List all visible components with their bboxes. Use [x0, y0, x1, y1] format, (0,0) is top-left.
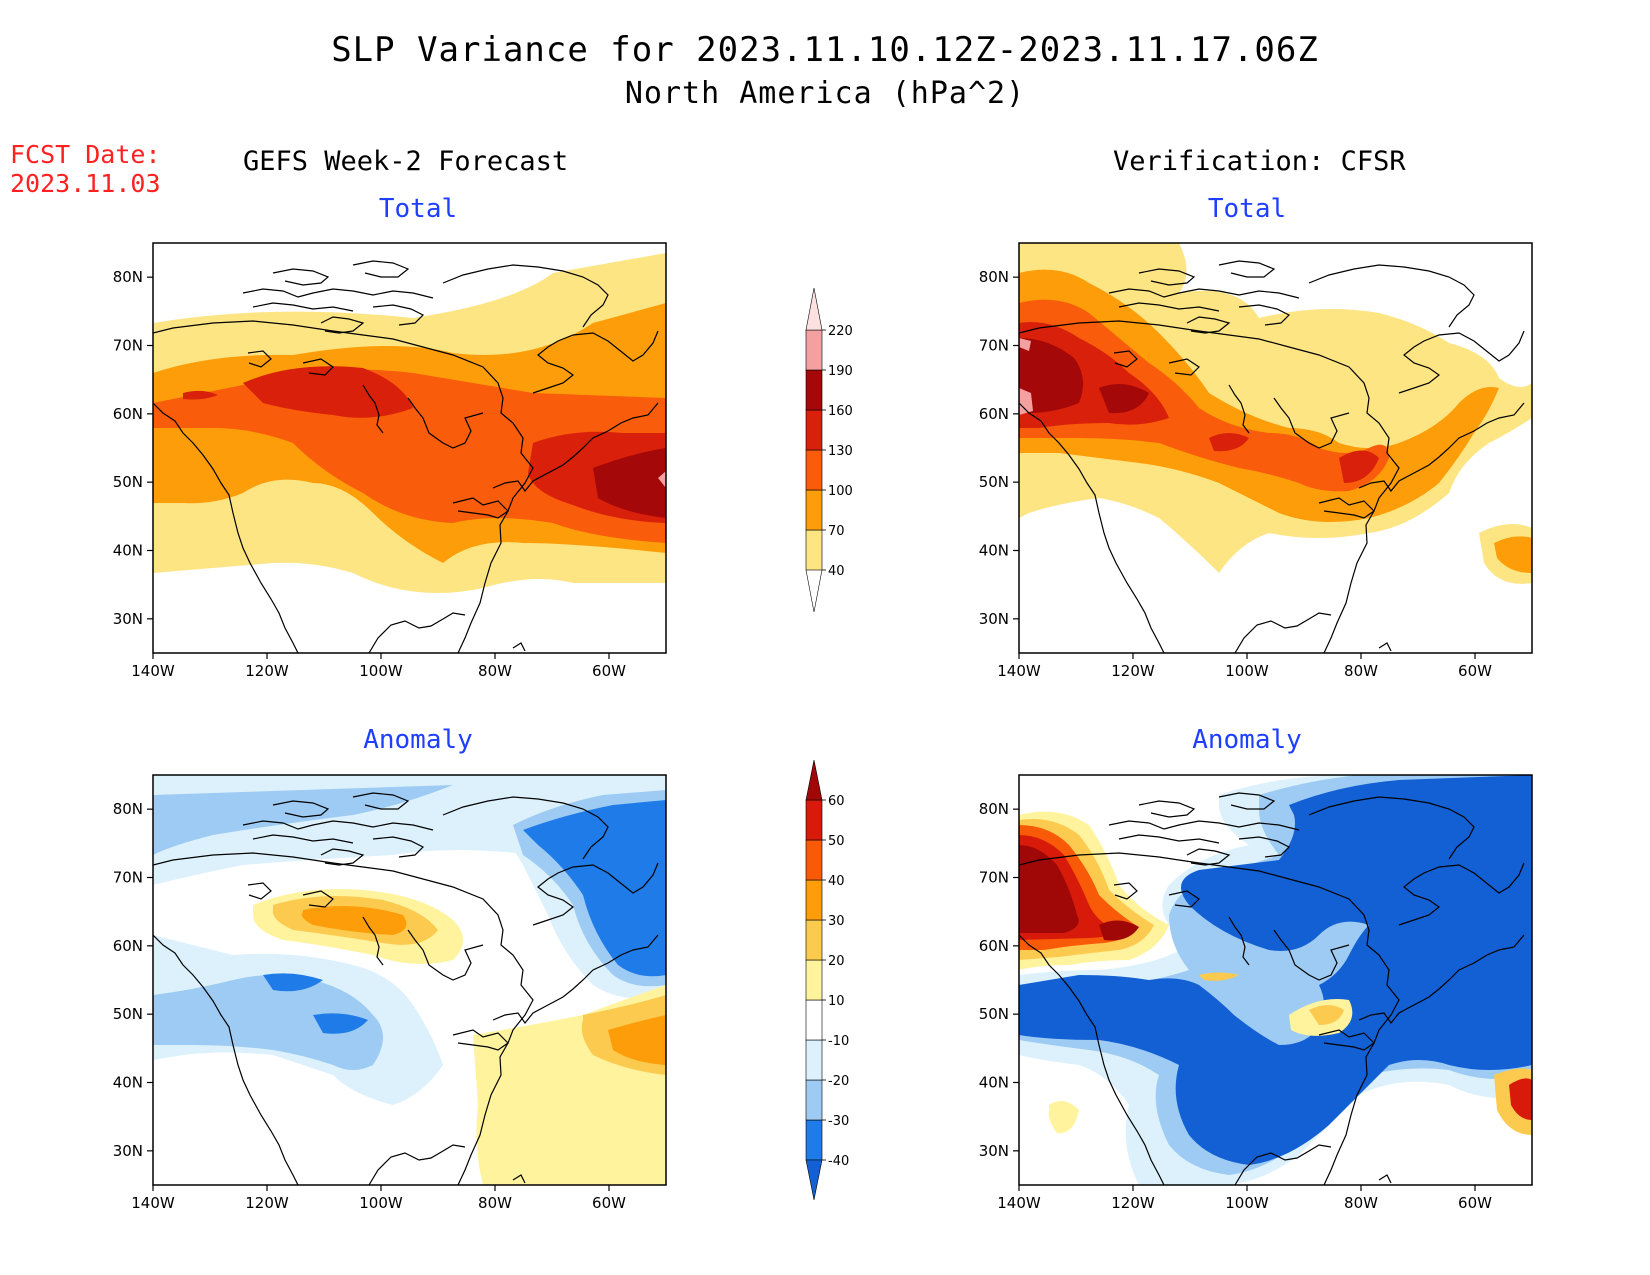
- forecast-anomaly-lon-label: 80W: [478, 1194, 512, 1212]
- forecast-anomaly-lat-label: 30N: [113, 1142, 143, 1160]
- verification-total-lat-label: 30N: [979, 610, 1009, 628]
- verification-anomaly-lat-label: 50N: [979, 1005, 1009, 1023]
- colorbar-anomaly-label: 60: [828, 794, 845, 809]
- verification-anomaly-lat-label: 40N: [979, 1074, 1009, 1092]
- colorbar-total-segment: [805, 369, 823, 411]
- forecast-total-lat-label: 30N: [113, 610, 143, 628]
- verification-anomaly-lat-label: 80N: [979, 800, 1009, 818]
- colorbar-total-label: 160: [828, 404, 853, 419]
- colorbar-anomaly-label: -20: [828, 1074, 849, 1089]
- verification-anomaly-lon-label: 100W: [1225, 1194, 1269, 1212]
- colorbar-anomaly-segment: [805, 839, 823, 881]
- colorbar-anomaly: -40 -30 -20 -10 10 20 30 40 50 60: [805, 759, 849, 1201]
- column-title-forecast: GEFS Week-2 Forecast: [243, 146, 569, 177]
- forecast-total-lon-label: 120W: [245, 662, 289, 680]
- verification-total-lat-label: 50N: [979, 473, 1009, 491]
- colorbar-total-segment: [805, 329, 823, 371]
- verification-total-lon-label: 60W: [1458, 662, 1492, 680]
- colorbar-anomaly-segment: [805, 959, 823, 1001]
- forecast-total-lat-label: 50N: [113, 473, 143, 491]
- column-title-verification: Verification: CFSR: [1113, 146, 1406, 177]
- forecast-anomaly-lon-label: 60W: [592, 1194, 626, 1212]
- colorbar-anomaly-label: 30: [828, 914, 845, 929]
- main-subtitle: North America (hPa^2): [624, 76, 1026, 111]
- panel-title-verification-total: Total: [1207, 194, 1287, 224]
- forecast-total-lat-label: 40N: [113, 542, 143, 560]
- verification-total-lat-label: 40N: [979, 542, 1009, 560]
- colorbar-anomaly-bottom-cap: [805, 1159, 823, 1201]
- colorbar-anomaly-top-cap: [805, 759, 823, 801]
- verification-anomaly-map: [1018, 774, 1533, 1186]
- colorbar-total-top-cap: [805, 287, 823, 331]
- forecast-total-lat-label: 70N: [113, 337, 143, 355]
- verification-anomaly-lon-label: 120W: [1111, 1194, 1155, 1212]
- forecast-anomaly-lon-label: 140W: [131, 1194, 175, 1212]
- colorbar-anomaly-segment: [805, 919, 823, 961]
- colorbar-anomaly-label: -40: [828, 1154, 849, 1169]
- verification-total-lon-label: 140W: [997, 662, 1041, 680]
- forecast-anomaly-lat-label: 40N: [113, 1074, 143, 1092]
- forecast-total-lon-label: 100W: [359, 662, 403, 680]
- colorbar-anomaly-segment: [805, 1079, 823, 1121]
- forecast-date-label: FCST Date:: [10, 140, 161, 169]
- forecast-total-lon-label: 80W: [478, 662, 512, 680]
- colorbar-anomaly-label: -30: [828, 1114, 849, 1129]
- panel-title-verification-anomaly: Anomaly: [1192, 725, 1302, 755]
- main-title: SLP Variance for 2023.11.10.12Z-2023.11.…: [331, 30, 1319, 70]
- colorbar-total-label: 220: [828, 324, 853, 339]
- forecast-anomaly-lat-label: 50N: [113, 1005, 143, 1023]
- verification-anomaly-lat-label: 30N: [979, 1142, 1009, 1160]
- forecast-anomaly-lat-label: 60N: [113, 937, 143, 955]
- verification-anomaly-lon-label: 60W: [1458, 1194, 1492, 1212]
- colorbar-total-segment: [805, 449, 823, 491]
- colorbar-total-label: 130: [828, 444, 853, 459]
- axes-layer: 80N 70N 60N 50N 40N 30N 140W 120W 100W 80W 60W 80N 7…: [113, 268, 1492, 1212]
- colorbar-anomaly-label: -10: [828, 1034, 849, 1049]
- verification-anomaly-lat-label: 70N: [979, 869, 1009, 887]
- colorbar-total-label: 100: [828, 484, 853, 499]
- forecast-total-lon-label: 140W: [131, 662, 175, 680]
- colorbar-total: 40 70 100 130 160 190 220: [805, 287, 853, 613]
- colorbar-total-segment: [805, 489, 823, 531]
- colorbar-total-label: 190: [828, 364, 853, 379]
- colorbar-total-segment: [805, 529, 823, 571]
- forecast-total-lon-label: 60W: [592, 662, 626, 680]
- verification-total-map: [1018, 242, 1533, 654]
- colorbar-total-label: 40: [828, 564, 845, 579]
- verification-total-lat-label: 70N: [979, 337, 1009, 355]
- verification-anomaly-lon-label: 80W: [1344, 1194, 1378, 1212]
- colorbar-anomaly-segment: [805, 799, 823, 841]
- forecast-total-map: [152, 242, 667, 654]
- forecast-anomaly-lat-label: 80N: [113, 800, 143, 818]
- colorbar-anomaly-segment: [805, 1039, 823, 1081]
- verification-total-lon-label: 100W: [1225, 662, 1269, 680]
- colorbar-anomaly-label: 10: [828, 994, 845, 1009]
- forecast-total-lat-label: 80N: [113, 268, 143, 286]
- colorbar-anomaly-label: 20: [828, 954, 845, 969]
- panel-title-forecast-total: Total: [378, 194, 458, 224]
- forecast-date-value: 2023.11.03: [10, 169, 161, 198]
- forecast-anomaly-lon-label: 120W: [245, 1194, 289, 1212]
- colorbar-anomaly-segment: [805, 879, 823, 921]
- colorbar-total-segment: [805, 409, 823, 451]
- verification-total-lon-label: 80W: [1344, 662, 1378, 680]
- verification-anomaly-lat-label: 60N: [979, 937, 1009, 955]
- colorbar-anomaly-label: 50: [828, 834, 845, 849]
- verification-total-lat-label: 60N: [979, 405, 1009, 423]
- colorbar-anomaly-segment: [805, 999, 823, 1041]
- forecast-total-lat-label: 60N: [113, 405, 143, 423]
- verification-anomaly-lon-label: 140W: [997, 1194, 1041, 1212]
- verification-total-lat-label: 80N: [979, 268, 1009, 286]
- forecast-anomaly-lon-label: 100W: [359, 1194, 403, 1212]
- panel-title-forecast-anomaly: Anomaly: [363, 725, 473, 755]
- colorbar-anomaly-segment: [805, 1119, 823, 1161]
- forecast-anomaly-lat-label: 70N: [113, 869, 143, 887]
- colorbar-total-label: 70: [828, 524, 845, 539]
- colorbar-total-bottom-cap: [805, 569, 823, 613]
- colorbar-anomaly-label: 40: [828, 874, 845, 889]
- verification-total-lon-label: 120W: [1111, 662, 1155, 680]
- forecast-date: FCST Date: 2023.11.03: [10, 140, 161, 198]
- forecast-anomaly-map: [152, 774, 667, 1186]
